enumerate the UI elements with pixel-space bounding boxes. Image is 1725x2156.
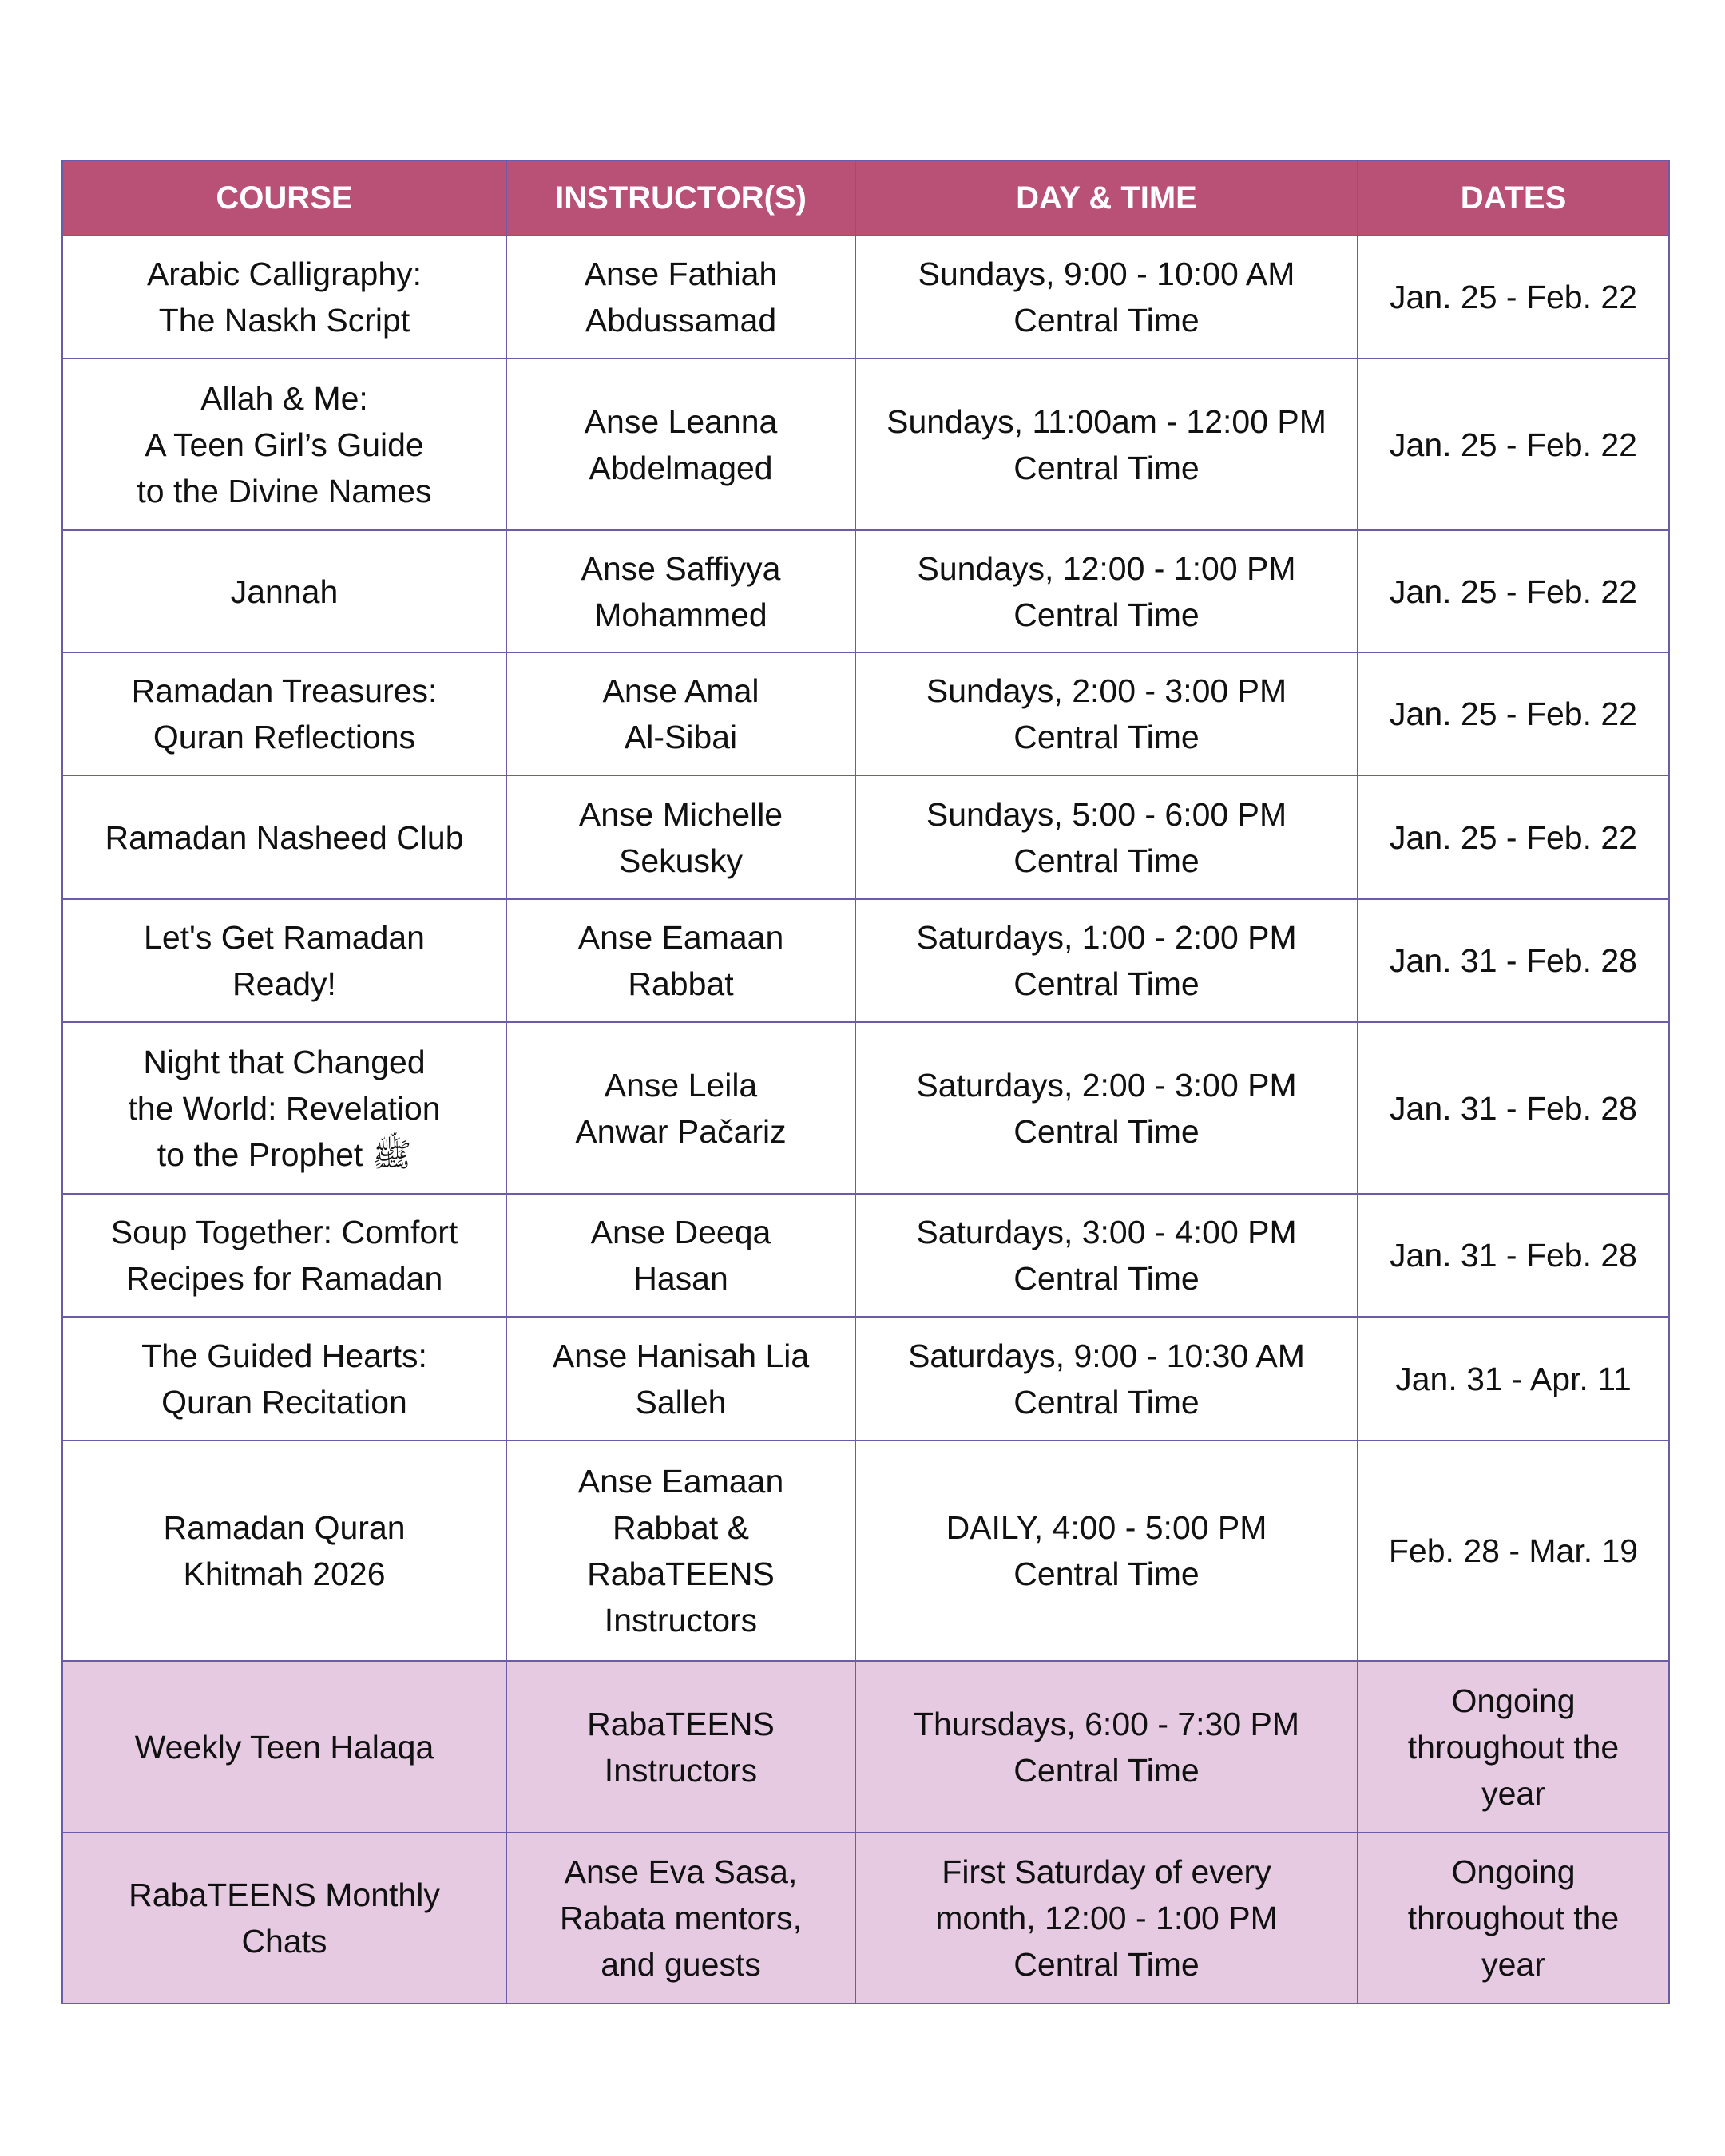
course-schedule-table: COURSE INSTRUCTOR(S) DAY & TIME DATES Ar… — [61, 160, 1670, 2004]
header-dates: DATES — [1357, 160, 1670, 236]
cell-instructor: RabaTEENS Instructors — [506, 1660, 856, 1833]
cell-dates: Jan. 31 - Feb. 28 — [1357, 898, 1670, 1023]
table-row: Weekly Teen Halaqa RabaTEENS Instructors T… — [61, 1660, 1670, 1833]
table-row: The Guided Hearts: Quran Recitation Anse … — [61, 1316, 1670, 1441]
cell-time: Sundays, 12:00 - 1:00 PM Central Time — [855, 529, 1358, 653]
cell-instructor: Anse Hanisah Lia Salleh — [506, 1316, 856, 1441]
cell-time: Sundays, 11:00am - 12:00 PM Central Time — [855, 358, 1358, 531]
table-row: Let's Get Ramadan Ready! Anse Eamaan Rabb… — [61, 898, 1670, 1023]
cell-course: Ramadan Treasures: Quran Reflections — [61, 652, 507, 776]
cell-time: First Saturday of every month, 12:00 - 1… — [855, 1832, 1358, 2004]
cell-course: Night that Changed the World: Revelation… — [61, 1021, 507, 1195]
cell-dates: Jan. 25 - Feb. 22 — [1357, 529, 1670, 653]
cell-dates: Jan. 25 - Feb. 22 — [1357, 652, 1670, 776]
cell-instructor: Anse Amal Al-Sibai — [506, 652, 856, 776]
cell-instructor: Anse Eamaan Rabbat & RabaTEENS Instructo… — [506, 1440, 856, 1662]
cell-course: Weekly Teen Halaqa — [61, 1660, 507, 1833]
table-row: RabaTEENS Monthly Chats Anse Eva Sasa, Ra… — [61, 1832, 1670, 2004]
table-row: Ramadan Treasures: Quran Reflections Anse… — [61, 652, 1670, 776]
cell-course: Soup Together: Comfort Recipes for Ramad… — [61, 1193, 507, 1318]
cell-dates: Jan. 31 - Apr. 11 — [1357, 1316, 1670, 1441]
cell-dates: Ongoing throughout the year — [1357, 1832, 1670, 2004]
cell-course: RabaTEENS Monthly Chats — [61, 1832, 507, 2004]
cell-time: Saturdays, 9:00 - 10:30 AM Central Time — [855, 1316, 1358, 1441]
table-row: Night that Changed the World: Revelation… — [61, 1021, 1670, 1195]
cell-course: Arabic Calligraphy: The Naskh Script — [61, 235, 507, 359]
cell-dates: Feb. 28 - Mar. 19 — [1357, 1440, 1670, 1662]
cell-course: Jannah — [61, 529, 507, 653]
cell-time: Sundays, 2:00 - 3:00 PM Central Time — [855, 652, 1358, 776]
cell-dates: Ongoing throughout the year — [1357, 1660, 1670, 1833]
header-instructor: INSTRUCTOR(S) — [506, 160, 856, 236]
cell-dates: Jan. 25 - Feb. 22 — [1357, 235, 1670, 359]
cell-course: The Guided Hearts: Quran Recitation — [61, 1316, 507, 1441]
cell-time: Sundays, 9:00 - 10:00 AM Central Time — [855, 235, 1358, 359]
cell-dates: Jan. 31 - Feb. 28 — [1357, 1193, 1670, 1318]
cell-time: Saturdays, 1:00 - 2:00 PM Central Time — [855, 898, 1358, 1023]
cell-instructor: Anse Leila Anwar Pačariz — [506, 1021, 856, 1195]
cell-time: DAILY, 4:00 - 5:00 PM Central Time — [855, 1440, 1358, 1662]
cell-course: Ramadan Nasheed Club — [61, 775, 507, 900]
cell-instructor: Anse Deeqa Hasan — [506, 1193, 856, 1318]
table-row: Ramadan Nasheed Club Anse Michelle Sekusk… — [61, 775, 1670, 900]
header-row: COURSE INSTRUCTOR(S) DAY & TIME DATES — [61, 160, 1670, 236]
table-row: Jannah Anse Saffiyya Mohammed Sundays, 12:… — [61, 529, 1670, 653]
cell-instructor: Anse Saffiyya Mohammed — [506, 529, 856, 653]
cell-instructor: Anse Eamaan Rabbat — [506, 898, 856, 1023]
cell-instructor: Anse Eva Sasa, Rabata mentors, and guest… — [506, 1832, 856, 2004]
cell-instructor: Anse Fathiah Abdussamad — [506, 235, 856, 359]
table-row: Arabic Calligraphy: The Naskh Script Anse… — [61, 235, 1670, 359]
cell-time: Thursdays, 6:00 - 7:30 PM Central Time — [855, 1660, 1358, 1833]
table-row: Allah & Me: A Teen Girl’s Guide to the D… — [61, 358, 1670, 531]
cell-course: Allah & Me: A Teen Girl’s Guide to the D… — [61, 358, 507, 531]
table-row: Ramadan Quran Khitmah 2026 Anse Eamaan Ra… — [61, 1440, 1670, 1662]
cell-course: Let's Get Ramadan Ready! — [61, 898, 507, 1023]
cell-time: Saturdays, 3:00 - 4:00 PM Central Time — [855, 1193, 1358, 1318]
cell-dates: Jan. 25 - Feb. 22 — [1357, 358, 1670, 531]
cell-instructor: Anse Leanna Abdelmaged — [506, 358, 856, 531]
cell-dates: Jan. 31 - Feb. 28 — [1357, 1021, 1670, 1195]
cell-dates: Jan. 25 - Feb. 22 — [1357, 775, 1670, 900]
cell-course: Ramadan Quran Khitmah 2026 — [61, 1440, 507, 1662]
header-day-time: DAY & TIME — [855, 160, 1358, 236]
table-row: Soup Together: Comfort Recipes for Ramad… — [61, 1193, 1670, 1318]
header-course: COURSE — [61, 160, 507, 236]
cell-instructor: Anse Michelle Sekusky — [506, 775, 856, 900]
cell-time: Sundays, 5:00 - 6:00 PM Central Time — [855, 775, 1358, 900]
cell-time: Saturdays, 2:00 - 3:00 PM Central Time — [855, 1021, 1358, 1195]
